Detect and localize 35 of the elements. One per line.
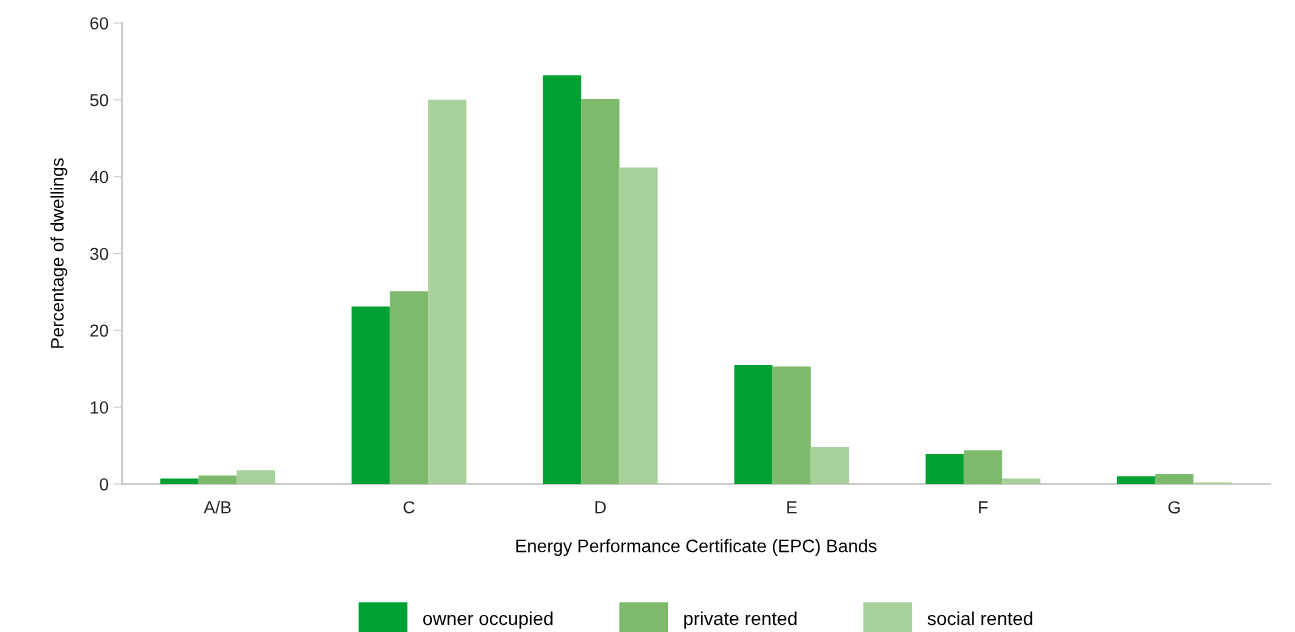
x-tick-label: A/B: [203, 500, 231, 514]
bar: [428, 99, 467, 484]
bar: [772, 366, 811, 484]
x-tick-label: C: [403, 501, 415, 514]
y-axis-title: Percentage of dwellings: [50, 158, 68, 348]
x-tick-label: D: [595, 501, 606, 514]
bar: [810, 447, 850, 484]
y-tick-label: 60: [90, 17, 109, 30]
bar: [389, 291, 429, 484]
bar: [963, 450, 1003, 484]
bar: [619, 167, 658, 484]
bar: [734, 364, 773, 484]
y-tick-label: 0: [99, 478, 109, 491]
y-tick-label: 10: [90, 401, 109, 414]
bar: [198, 475, 237, 484]
bar: [160, 478, 199, 484]
bar: [1002, 478, 1041, 484]
x-tick-label: F: [979, 501, 988, 514]
bar: [236, 470, 276, 484]
legend-label: social rented: [927, 611, 1033, 626]
bar: [925, 454, 964, 484]
bar: [1155, 474, 1194, 484]
y-tick-label: 40: [89, 170, 109, 184]
x-tick-label: E: [787, 501, 797, 514]
bar: [542, 75, 582, 484]
legend-label: private rented: [684, 611, 797, 629]
y-tick-label: 50: [90, 94, 109, 107]
bar: [581, 99, 620, 484]
y-tick-label: 30: [90, 247, 109, 260]
x-tick-label: G: [1168, 501, 1180, 514]
bar: [1116, 476, 1156, 484]
bar: [351, 306, 390, 484]
y-tick-label: 20: [90, 324, 109, 337]
x-axis-title: Energy Performance Certificate (EPC) Bands: [516, 539, 877, 556]
legend-label: owner occupied: [423, 611, 553, 629]
